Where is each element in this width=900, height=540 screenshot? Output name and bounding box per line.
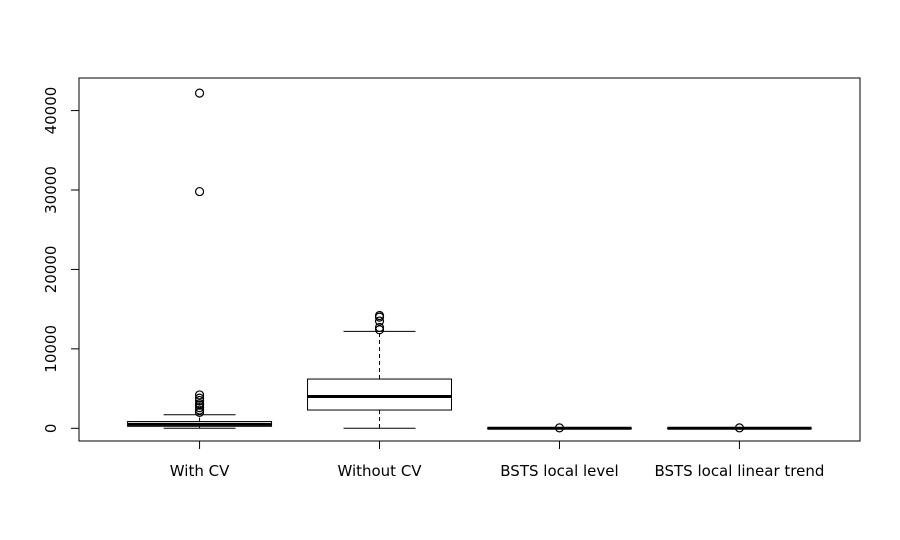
outlier-point [194, 405, 205, 415]
outlier-point [194, 186, 205, 197]
category-label: BSTS local level [500, 462, 618, 480]
outlier-point [194, 390, 205, 400]
outlier-point [374, 325, 385, 335]
outlier-point [374, 310, 385, 321]
box-group [307, 310, 453, 429]
outlier-point [194, 395, 205, 406]
y-tick-label: 10000 [42, 325, 60, 373]
box-group [127, 88, 273, 429]
outlier-point [194, 393, 205, 403]
outlier-point [194, 407, 205, 418]
boxes-layer [127, 88, 812, 433]
outlier-point [734, 423, 745, 433]
category-label: With CV [170, 462, 230, 480]
category-label: BSTS local linear trend [654, 462, 824, 480]
category-label: Without CV [337, 462, 422, 480]
outlier-point [554, 423, 565, 433]
outlier-point [194, 88, 205, 98]
x-axis: With CV Without CV BSTS local level BSTS lo… [170, 440, 824, 480]
outlier-point [374, 322, 385, 333]
y-tick-label: 30000 [42, 166, 60, 214]
outlier-point [194, 399, 205, 409]
plot-frame [78, 77, 861, 442]
y-tick-label: 20000 [42, 246, 60, 294]
y-axis: 0 10000 20000 30000 40000 [42, 87, 80, 434]
outlier-point [194, 403, 205, 413]
box [307, 378, 453, 411]
box-group [666, 423, 812, 433]
y-tick-label: 40000 [42, 87, 60, 135]
y-tick-label: 0 [42, 424, 60, 434]
outlier-point [374, 316, 385, 326]
box-group [486, 423, 632, 433]
